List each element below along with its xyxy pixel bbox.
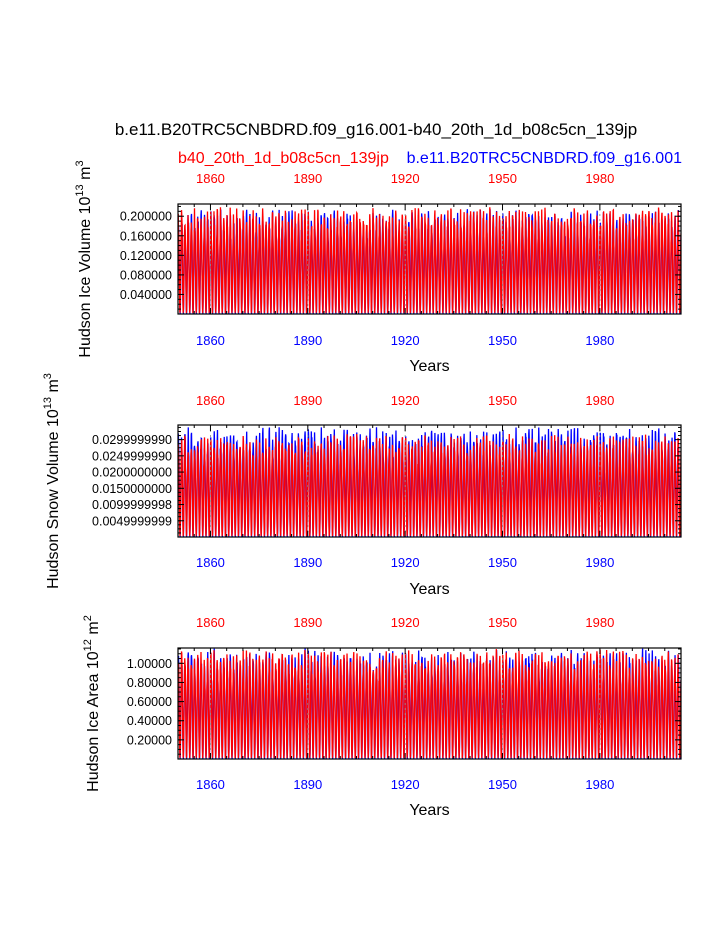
y-tick-label: 0.60000 <box>127 695 172 709</box>
chart-panel-3: 1860 1860 1890 1890 1920 1920 1950 1950 1980 1980… <box>82 615 682 819</box>
x-axis-label: Years <box>409 358 449 375</box>
y-tick-label: 0.160000 <box>120 229 172 243</box>
x-tick-label-top: 1860 <box>196 393 225 408</box>
y-tick-label: 0.40000 <box>127 714 172 728</box>
x-tick-label-bottom: 1920 <box>391 555 420 570</box>
y-tick-label: 0.80000 <box>127 676 172 690</box>
series-group <box>178 648 681 759</box>
y-axis-label: Hudson Ice Volume 1013 m3 <box>74 160 94 357</box>
x-axis-label: Years <box>409 802 449 819</box>
x-tick-label-bottom: 1860 <box>196 555 225 570</box>
x-tick-label-bottom: 1860 <box>196 777 225 792</box>
series-line-red <box>178 434 681 537</box>
y-tick-label: 1.00000 <box>127 657 172 671</box>
x-tick-label-top: 1890 <box>293 393 322 408</box>
y-tick-label: 0.20000 <box>127 733 172 747</box>
series-group <box>178 427 681 537</box>
x-tick-label-top: 1890 <box>293 171 322 186</box>
x-tick-label-bottom: 1890 <box>293 777 322 792</box>
chart-panel-1: 1860 1860 1890 1890 1920 1920 1950 1950 1980 1980… <box>74 160 682 375</box>
x-axis-label: Years <box>409 581 449 598</box>
x-tick-label-top: 1920 <box>391 393 420 408</box>
chart-panel-2: 1860 1860 1890 1890 1920 1920 1950 1950 1980 1980… <box>42 373 682 598</box>
y-tick-label: 0.200000 <box>120 210 172 224</box>
series-line-red <box>178 649 681 759</box>
plot-frame <box>177 424 682 538</box>
plot-frame <box>177 647 682 760</box>
legend-blue-label: b.e11.B20TRC5CNBDRD.f09_g16.001 <box>407 150 683 167</box>
x-tick-label-bottom: 1920 <box>391 333 420 348</box>
x-tick-label-bottom: 1890 <box>293 555 322 570</box>
x-tick-label-bottom: 1980 <box>585 333 614 348</box>
y-tick-label: 0.120000 <box>120 249 172 263</box>
x-tick-label-top: 1950 <box>488 171 517 186</box>
x-tick-label-top: 1860 <box>196 615 225 630</box>
plot-frame <box>177 203 682 315</box>
x-tick-label-bottom: 1950 <box>488 777 517 792</box>
x-tick-label-top: 1920 <box>391 171 420 186</box>
x-tick-label-top: 1890 <box>293 615 322 630</box>
y-tick-label: 0.0249999990 <box>92 449 172 463</box>
y-tick-label: 0.0150000000 <box>92 482 172 496</box>
x-tick-label-bottom: 1860 <box>196 333 225 348</box>
y-tick-label: 0.0200000000 <box>92 466 172 480</box>
x-tick-label-bottom: 1950 <box>488 555 517 570</box>
y-tick-label: 0.080000 <box>120 268 172 282</box>
x-tick-label-bottom: 1920 <box>391 777 420 792</box>
x-tick-label-bottom: 1980 <box>585 777 614 792</box>
x-tick-label-top: 1980 <box>585 393 614 408</box>
y-tick-label: 0.0099999998 <box>92 498 172 512</box>
x-tick-label-top: 1860 <box>196 171 225 186</box>
x-tick-label-top: 1950 <box>488 393 517 408</box>
x-tick-label-top: 1920 <box>391 615 420 630</box>
y-tick-label: 0.0049999999 <box>92 514 172 528</box>
x-tick-label-top: 1980 <box>585 615 614 630</box>
figure-title: b.e11.B20TRC5CNBDRD.f09_g16.001-b40_20th… <box>115 120 637 139</box>
y-axis-label: Hudson Snow Volume 1013 m3 <box>42 373 62 589</box>
series-line-red <box>178 207 681 314</box>
y-tick-label: 0.0299999990 <box>92 433 172 447</box>
y-tick-label: 0.040000 <box>120 288 172 302</box>
x-tick-label-bottom: 1980 <box>585 555 614 570</box>
series-group <box>178 207 681 314</box>
x-tick-label-top: 1980 <box>585 171 614 186</box>
x-tick-label-bottom: 1950 <box>488 333 517 348</box>
x-tick-label-top: 1950 <box>488 615 517 630</box>
x-tick-label-bottom: 1890 <box>293 333 322 348</box>
legend-red-label: b40_20th_1d_b08c5cn_139jp <box>178 150 389 167</box>
y-axis-label: Hudson Ice Area 1012 m2 <box>82 615 102 792</box>
